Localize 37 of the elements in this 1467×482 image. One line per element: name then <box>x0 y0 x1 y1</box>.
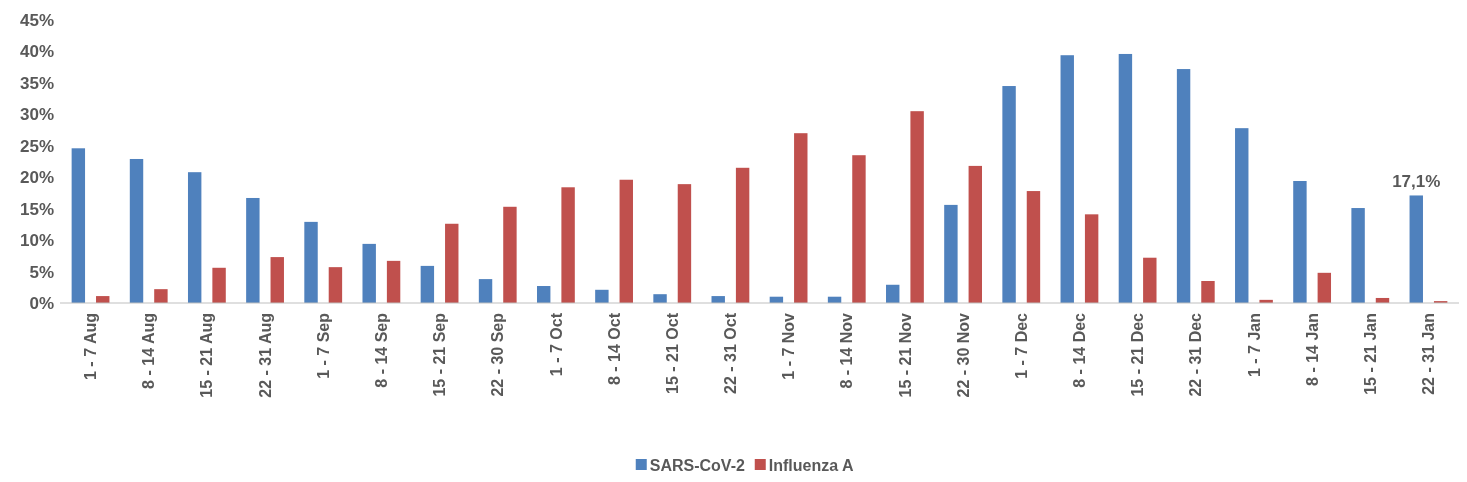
x-tick-label: 22 - 31 Dec <box>1187 312 1205 397</box>
y-tick-label: 30% <box>19 105 54 125</box>
x-tick-label: 15 - 21 Dec <box>1129 312 1147 397</box>
x-tick-label: 15 - 21 Aug <box>198 313 216 398</box>
x-tick-label: 1 - 7 Sep <box>314 312 332 379</box>
x-tick-label: 1 - 7 Oct <box>547 312 565 377</box>
x-tick-label: 22 - 31 Oct <box>722 312 740 394</box>
x-tick-label: 22 - 30 Sep <box>489 312 507 397</box>
x-tick-label: 15 - 21 Nov <box>896 312 914 398</box>
legend-label: Influenza A <box>768 456 854 474</box>
y-tick-label: 15% <box>19 199 54 219</box>
y-tick-label: 10% <box>19 231 54 251</box>
x-tick-label: 1 - 7 Jan <box>1245 313 1263 378</box>
x-tick-label: 15 - 21 Oct <box>663 312 681 394</box>
y-tick-label: 35% <box>19 73 54 93</box>
x-tick-label: 22 - 31 Jan <box>1420 313 1438 395</box>
x-tick-label: 15 - 21 Jan <box>1361 313 1379 395</box>
x-tick-label: 8 - 14 Sep <box>372 312 390 388</box>
x-tick-label: 8 - 14 Nov <box>838 312 856 389</box>
y-tick-label: 45% <box>19 10 54 30</box>
y-tick-label: 5% <box>29 262 54 282</box>
x-tick-label: 22 - 31 Aug <box>256 313 274 398</box>
x-tick-label: 8 - 14 Oct <box>605 312 623 386</box>
x-tick-label: 1 - 7 Nov <box>780 312 798 380</box>
y-tick-label: 20% <box>19 168 54 188</box>
x-tick-label: 1 - 7 Dec <box>1012 312 1030 379</box>
x-tick-label: 8 - 14 Dec <box>1071 312 1089 388</box>
legend-label: SARS-CoV-2 <box>649 456 745 474</box>
y-tick-label: 0% <box>29 293 54 313</box>
y-tick-label: 40% <box>19 42 54 62</box>
x-tick-label: 15 - 21 Sep <box>431 312 449 397</box>
x-tick-label: 22 - 30 Nov <box>954 312 972 398</box>
x-tick-label: 1 - 7 Aug <box>82 313 100 380</box>
x-tick-label: 8 - 14 Jan <box>1303 313 1321 386</box>
x-tick-label: 8 - 14 Aug <box>140 313 158 389</box>
data-label: 17,1% <box>1392 172 1441 192</box>
y-tick-label: 25% <box>19 136 54 156</box>
